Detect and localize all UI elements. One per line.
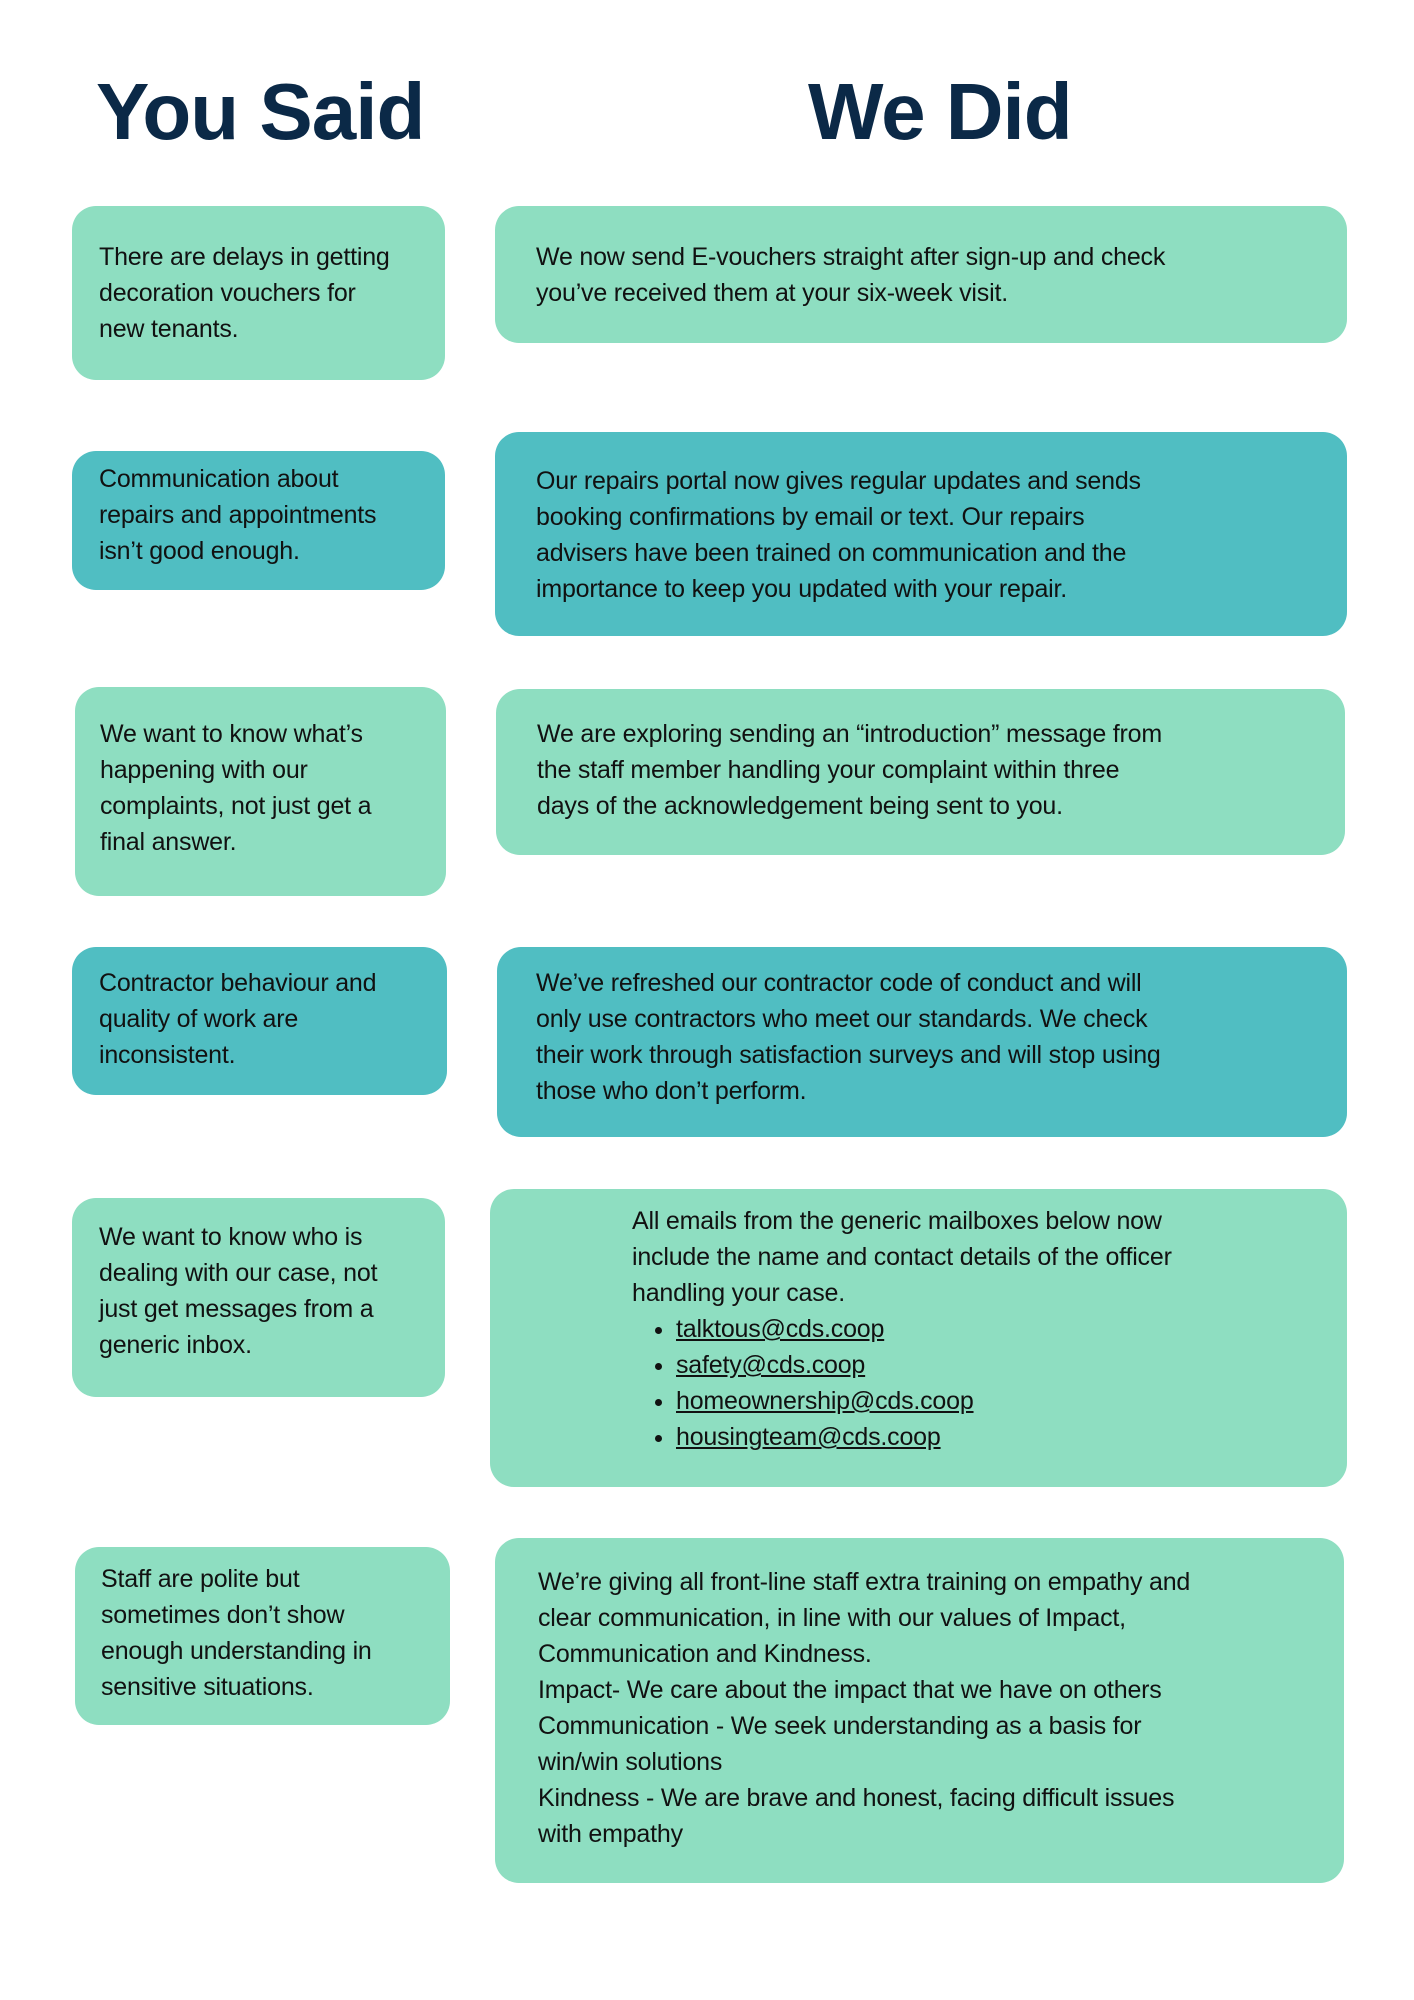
- email-link-housingteam[interactable]: housingteam@cds.coop: [676, 1423, 941, 1451]
- we-did-text-vouchers: We now send E-vouchers straight after si…: [536, 243, 1166, 307]
- you-said-text-repairs: Communication about repairs and appointm…: [99, 465, 377, 565]
- we-did-heading: We Did: [808, 67, 1073, 156]
- you-said-card-contractors: [72, 947, 447, 1095]
- you-said-text-empathy: Staff are polite but sometimes don’t sho…: [101, 1565, 372, 1701]
- you-said-text-inbox: We want to know who is dealing with our …: [99, 1223, 378, 1359]
- email-list-item: safety@cds.coop: [676, 1347, 1172, 1383]
- we-did-card-repairs: [495, 432, 1347, 636]
- we-did-card-contractors: [497, 947, 1347, 1137]
- email-link-homeownership[interactable]: homeownership@cds.coop: [676, 1387, 974, 1415]
- you-said-card-inbox: [72, 1198, 445, 1397]
- we-did-text-inbox: All emails from the generic mailboxes be…: [632, 1207, 1172, 1307]
- we-did-text-contractors: We’ve refreshed our contractor code of c…: [536, 969, 1161, 1105]
- we-did-content-inbox: All emails from the generic mailboxes be…: [632, 1203, 1172, 1455]
- we-did-card-empathy: [495, 1538, 1344, 1883]
- email-link-talktous[interactable]: talktous@cds.coop: [676, 1315, 885, 1343]
- you-said-card-repairs: [72, 451, 445, 590]
- email-list-item: homeownership@cds.coop: [676, 1383, 1172, 1419]
- email-list-item: housingteam@cds.coop: [676, 1419, 1172, 1455]
- we-did-card-complaints: [496, 689, 1345, 855]
- you-said-text-contractors: Contractor behaviour and quality of work…: [99, 969, 377, 1069]
- you-said-heading: You Said: [96, 67, 425, 156]
- you-said-card-complaints: [75, 687, 446, 896]
- we-did-card-inbox: [490, 1189, 1347, 1487]
- you-said-text-complaints: We want to know what’s happening with ou…: [100, 720, 372, 856]
- you-said-text-vouchers: There are delays in getting decoration v…: [99, 243, 390, 343]
- we-did-text-repairs: Our repairs portal now gives regular upd…: [536, 467, 1141, 603]
- we-did-text-complaints: We are exploring sending an “introductio…: [537, 720, 1162, 820]
- you-said-card-vouchers: [72, 206, 445, 380]
- we-did-text-empathy: We’re giving all front-line staff extra …: [538, 1568, 1191, 1848]
- you-said-card-empathy: [75, 1547, 450, 1725]
- we-did-card-vouchers: [495, 206, 1347, 343]
- email-link-safety[interactable]: safety@cds.coop: [676, 1351, 866, 1379]
- email-list-item: talktous@cds.coop: [676, 1311, 1172, 1347]
- email-list: talktous@cds.coop safety@cds.coop homeowne…: [632, 1311, 1172, 1455]
